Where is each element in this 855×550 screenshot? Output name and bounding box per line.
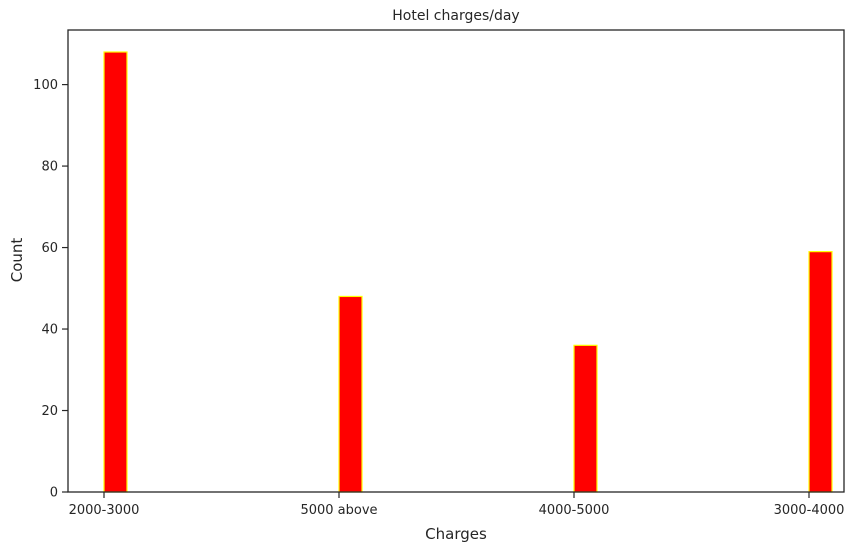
y-axis-ticks: 0 20 40 60 80 100 bbox=[33, 78, 68, 501]
y-tick-label: 60 bbox=[41, 241, 58, 256]
x-tick-label: 4000-5000 bbox=[539, 503, 610, 518]
bar-5000 above bbox=[338, 295, 363, 493]
y-axis-label: Count bbox=[8, 238, 26, 283]
x-axis-ticks: 2000-3000 5000 above 4000-5000 3000-4000 bbox=[69, 492, 845, 518]
y-tick-label: 100 bbox=[33, 78, 58, 93]
bar-4000-5000 bbox=[573, 344, 598, 493]
bars-group bbox=[103, 51, 833, 493]
x-tick-label: 3000-4000 bbox=[774, 503, 845, 518]
y-tick-label: 20 bbox=[41, 404, 58, 419]
chart-title: Hotel charges/day bbox=[392, 8, 519, 24]
plot-frame bbox=[67, 29, 845, 493]
x-tick-label: 2000-3000 bbox=[69, 503, 140, 518]
y-tick-label: 40 bbox=[41, 323, 58, 338]
y-tick-label: 0 bbox=[50, 486, 58, 501]
bar-2000-3000 bbox=[103, 51, 128, 493]
bar-3000-4000 bbox=[808, 251, 833, 493]
x-tick-label: 5000 above bbox=[300, 503, 377, 518]
x-axis-label: Charges bbox=[425, 525, 487, 543]
y-tick-label: 80 bbox=[41, 160, 58, 175]
